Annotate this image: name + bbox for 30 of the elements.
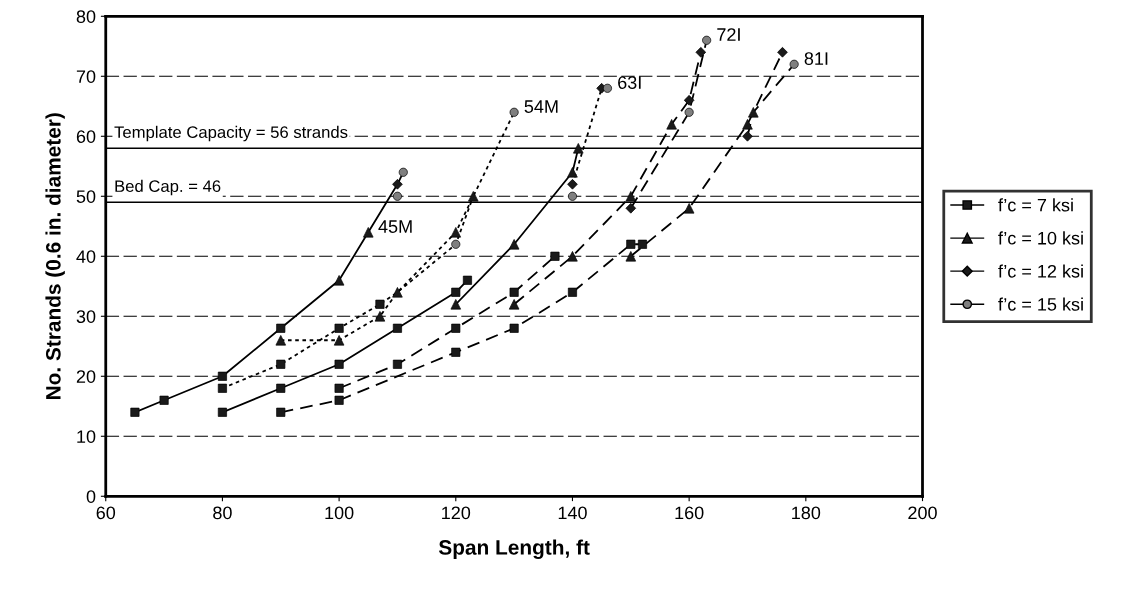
legend-label: f’c = 12 ksi [998,264,1083,278]
y-tick-label: 30 [76,310,96,323]
annotation: 54M [524,100,558,113]
annotation: 72I [717,28,740,41]
annotation: Bed Cap. = 46 [115,179,221,196]
y-tick-label: 20 [76,370,96,383]
annotation: 63I [618,76,641,89]
y-tick-label: 50 [76,190,96,203]
annotation: 81I [804,52,828,65]
y-tick-label: 10 [77,430,96,443]
y-tick-label: 80 [76,10,96,23]
x-tick-label: 120 [442,506,471,520]
annotation: Template Capacity = 56 strands [114,125,348,142]
x-tick-label: 140 [558,506,587,520]
y-tick-label: 70 [76,70,96,83]
x-tick-label: 160 [675,506,704,520]
y-tick-label: 0 [86,490,96,503]
x-tick-label: 60 [96,506,116,520]
legend-label: f’c = 10 ksi [998,231,1083,245]
y-tick-label: 40 [76,250,96,263]
annotation: 45M [378,220,412,233]
legend-label: f’c = 7 ksi [998,198,1073,212]
x-tick-label: 80 [213,506,232,520]
y-axis-title: No. Strands (0.6 in. diameter) [45,113,65,399]
x-axis-title: Span Length, ft [438,539,590,559]
y-tick-label: 60 [76,130,96,143]
legend-label: f’c = 15 ksi [998,297,1083,311]
x-tick-label: 200 [908,506,937,520]
x-tick-label: 180 [792,506,821,520]
x-tick-label: 100 [325,506,354,520]
